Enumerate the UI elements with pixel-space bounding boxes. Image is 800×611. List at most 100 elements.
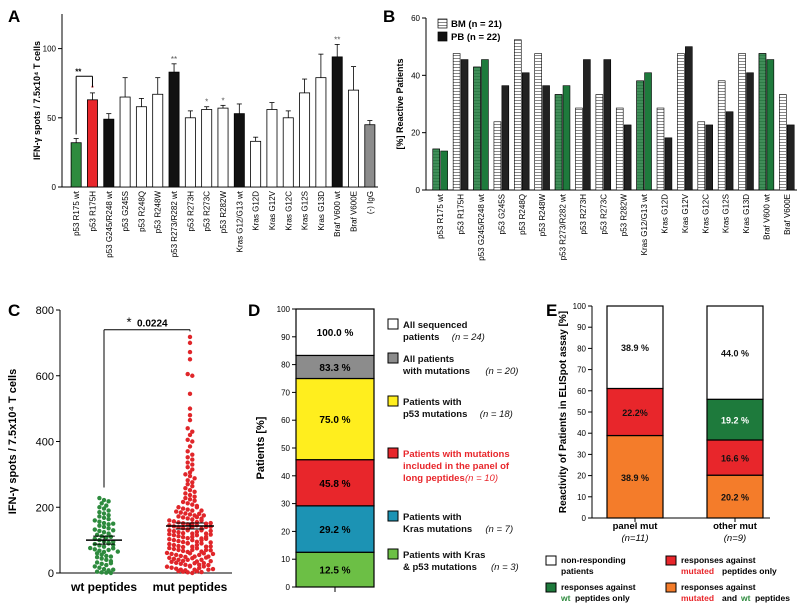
e-y-tick-label: 0 bbox=[582, 514, 587, 523]
c-point-mut bbox=[178, 567, 183, 572]
c-point-mut bbox=[185, 549, 190, 555]
c-point-mut bbox=[185, 535, 190, 541]
d-y-tick-label: 40 bbox=[281, 472, 290, 481]
d-legend-n: (n = 24) bbox=[452, 332, 485, 343]
d-y-tick-label: 80 bbox=[281, 361, 290, 370]
a-y-tick-label: 50 bbox=[47, 114, 56, 123]
c-point-mut bbox=[174, 566, 179, 571]
b-bar-pb bbox=[521, 72, 530, 191]
d-legend-n: (n = 20) bbox=[485, 366, 518, 377]
d-y-tick-label: 30 bbox=[281, 500, 290, 509]
c-x-tick-label-mut: mut peptides bbox=[153, 580, 228, 594]
e-segment bbox=[706, 474, 764, 519]
panel-c: C 0 200 400 600 800 IFN-γ spots / 7.5x10⁴ T ce… bbox=[7, 301, 232, 594]
c-point-mut bbox=[199, 516, 204, 521]
c-point-wt bbox=[94, 560, 100, 565]
b-bar-bm bbox=[493, 121, 502, 191]
a-significance-mark: * bbox=[205, 98, 208, 107]
c-point-mut bbox=[185, 464, 190, 470]
e-y-tick-label: 100 bbox=[573, 302, 587, 311]
d-y-tick-label: 70 bbox=[281, 388, 290, 397]
c-point-mut bbox=[185, 371, 190, 377]
c-point-mut bbox=[190, 544, 195, 549]
e-x-tick-label: panel mut bbox=[613, 521, 659, 532]
a-bar bbox=[152, 93, 164, 188]
d-segment bbox=[295, 308, 375, 357]
b-bar-bm bbox=[677, 53, 685, 191]
d-segment-label: 12.5 % bbox=[319, 566, 350, 577]
b-x-tick-label: Braf V600E bbox=[783, 194, 792, 235]
a-y-tick-label: 0 bbox=[52, 183, 57, 192]
a-bar bbox=[135, 106, 147, 188]
c-point-mut bbox=[178, 510, 183, 515]
c-point-mut bbox=[199, 557, 204, 563]
b-bar-pb bbox=[440, 150, 448, 191]
c-point-mut bbox=[187, 473, 193, 479]
c-point-mut bbox=[203, 534, 209, 540]
b-bar-bm bbox=[452, 53, 461, 191]
c-point-mut bbox=[190, 467, 195, 472]
e-legend-both-peptides: peptides bbox=[755, 593, 790, 603]
b-bar-bm-wt bbox=[758, 53, 767, 191]
b-x-tick-label: Kras G12V bbox=[681, 193, 690, 233]
c-point-mut bbox=[192, 513, 197, 518]
c-point-mut bbox=[185, 482, 190, 487]
d-legend-text: Patients with bbox=[403, 397, 462, 408]
c-point-mut bbox=[190, 462, 195, 467]
e-y-tick-label: 90 bbox=[577, 323, 586, 332]
c-point-mut bbox=[176, 533, 181, 539]
c-y-tick-label: 800 bbox=[36, 305, 54, 317]
c-point-mut bbox=[197, 552, 202, 558]
b-x-tick-label: p53 R175 wt bbox=[436, 193, 445, 239]
c-point-wt bbox=[104, 562, 109, 568]
b-bar-pb bbox=[542, 85, 550, 191]
c-point-wt bbox=[106, 508, 111, 513]
d-legend-text2: & p53 mutations bbox=[403, 562, 477, 573]
c-point-mut bbox=[197, 565, 202, 571]
c-point-mut bbox=[164, 564, 170, 569]
d-y-tick-label: 60 bbox=[281, 416, 290, 425]
e-legend-swatch-both bbox=[665, 582, 677, 593]
c-point-mut bbox=[199, 536, 204, 541]
b-y-axis-label: [%] Reactive Patients bbox=[395, 58, 405, 149]
a-bar bbox=[315, 77, 327, 188]
c-point-mut bbox=[208, 532, 213, 537]
b-x-tick-label: p53 R273H bbox=[579, 194, 588, 235]
c-point-mut bbox=[190, 480, 195, 485]
b-x-tick-label: p53 R273C bbox=[599, 194, 608, 235]
b-x-tick-label: p53 G245S bbox=[497, 194, 506, 234]
b-bar-pb bbox=[623, 124, 632, 191]
d-segment-label: 29.2 % bbox=[319, 525, 350, 536]
panel-label-b: B bbox=[383, 7, 395, 26]
c-point-mut bbox=[185, 507, 190, 512]
b-x-tick-label: Kras G12/G13 wt bbox=[640, 193, 649, 255]
c-point-mut bbox=[192, 498, 197, 503]
c-point-mut bbox=[180, 548, 186, 554]
a-x-tick-label: (-) IgG bbox=[366, 191, 375, 214]
c-point-mut bbox=[185, 501, 190, 506]
panel-d: D 0 10 20 30 40 50 60 70 80 90 100 Patients [%] 12.5 … bbox=[248, 301, 519, 592]
d-legend-text: All sequenced bbox=[403, 320, 468, 331]
c-point-wt bbox=[111, 546, 116, 551]
b-bar-pb bbox=[787, 124, 795, 191]
c-point-wt bbox=[97, 565, 102, 570]
b-legend-label-pb: PB (n = 22) bbox=[451, 32, 500, 43]
b-x-tick-label: p53 R282W bbox=[620, 194, 629, 237]
c-point-mut bbox=[176, 547, 181, 553]
e-legend-nonresp2: patients bbox=[561, 566, 594, 576]
c-point-mut bbox=[190, 537, 195, 543]
c-point-wt bbox=[94, 555, 100, 560]
e-legend-wtonly: responses against bbox=[561, 582, 636, 592]
panel-label-d: D bbox=[248, 301, 260, 320]
c-point-wt bbox=[106, 526, 111, 531]
c-point-mut bbox=[187, 487, 193, 493]
c-point-wt bbox=[101, 549, 107, 555]
a-x-tick-label: Braf V600 wt bbox=[333, 190, 342, 237]
a-x-tick-label: p53 R273H bbox=[186, 191, 195, 232]
c-point-mut bbox=[210, 566, 216, 572]
c-point-wt bbox=[106, 522, 111, 527]
c-point-mut bbox=[190, 457, 195, 462]
b-x-tick-label: Kras G12D bbox=[660, 194, 669, 234]
